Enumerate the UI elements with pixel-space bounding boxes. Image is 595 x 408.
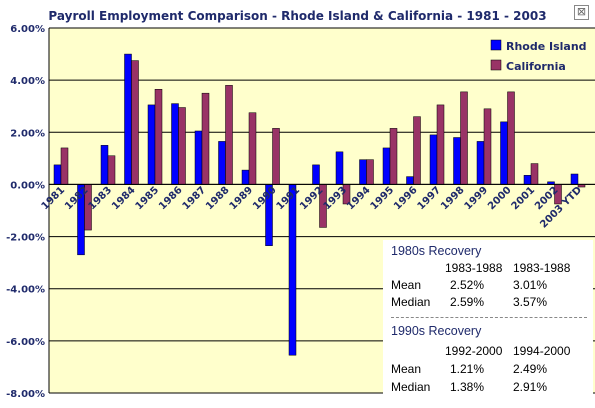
legend-swatch [490, 39, 502, 51]
stats-90s-row-label: Mean [391, 362, 422, 376]
bar-california-1983 [107, 155, 116, 185]
bar-rhode-island-1995 [382, 147, 391, 185]
legend-label: California [506, 60, 566, 73]
bar-rhode-island-1988 [218, 141, 226, 185]
bar-rhode-island-1986 [171, 103, 179, 185]
stats-80s-row-label: Mean [391, 278, 422, 292]
y-tick-label: -8.00% [6, 389, 45, 400]
bar-rhode-island-1983 [100, 145, 109, 185]
bar-rhode-island-2000 [500, 121, 508, 185]
bar-california-1997 [436, 104, 445, 185]
bar-california-1985 [154, 89, 163, 185]
bar-rhode-island-2003-YTD [570, 173, 579, 185]
bar-california-1998 [460, 91, 468, 185]
stats-80s-col2-header: 1983-1988 [513, 261, 571, 275]
stats-90s-row-label: Median [391, 380, 431, 394]
bar-rhode-island-1985 [147, 104, 156, 185]
stats-80s-value: 2.59% [450, 295, 485, 309]
bar-california-1994 [366, 159, 374, 185]
stats-80s-row-label: Median [391, 295, 431, 309]
stats-90s-value: 2.91% [513, 380, 548, 394]
y-tick-label: -4.00% [6, 285, 45, 296]
chart-title: Payroll Employment Comparison - Rhode Is… [48, 9, 547, 23]
stats-90s-value: 2.49% [513, 362, 548, 376]
stats-80s-value: 3.01% [513, 278, 548, 292]
stats-80s-title: 1980s Recovery [391, 244, 482, 258]
y-tick-label: -6.00% [6, 337, 45, 348]
stats-90s-col2-header: 1994-2000 [513, 344, 571, 358]
y-tick-label: -2.00% [6, 233, 45, 244]
bar-rhode-island-1984 [124, 53, 132, 185]
y-tick-label: 6.00% [10, 24, 45, 35]
bar-california-1987 [201, 92, 210, 185]
bar-rhode-island-1993 [335, 151, 344, 185]
bar-rhode-island-1996 [406, 176, 414, 185]
bar-rhode-island-1994 [359, 159, 367, 185]
legend-label: Rhode Island [506, 40, 587, 53]
bar-rhode-island-1997 [429, 134, 438, 185]
close-icon[interactable]: ⊠ [574, 5, 589, 20]
bar-california-1996 [413, 116, 421, 185]
recovery-stats-panel: 1980s Recovery 1983-1988 1983-1988 Mean … [383, 240, 593, 406]
bar-california-1988 [225, 85, 233, 185]
bar-california-1986 [178, 107, 186, 185]
bar-rhode-island-1992 [312, 164, 320, 185]
bar-rhode-island-1999 [476, 141, 485, 185]
bar-california-1984 [131, 60, 139, 185]
y-tick-label: 4.00% [10, 76, 45, 87]
stats-90s-col1-header: 1992-2000 [445, 344, 503, 358]
y-tick-label: 2.00% [10, 128, 45, 139]
stats-divider [391, 317, 587, 318]
bars [53, 53, 586, 356]
y-tick-label: 0.00% [10, 180, 45, 191]
bar-rhode-island-1998 [453, 137, 461, 185]
bar-rhode-island-2001 [523, 175, 532, 185]
bar-california-2001 [530, 163, 539, 185]
legend: Rhode Island California [490, 39, 587, 73]
bar-rhode-island-1991 [288, 184, 297, 356]
legend-swatch [490, 59, 502, 71]
bar-california-1995 [389, 128, 398, 185]
stats-80s-value: 3.57% [513, 295, 548, 309]
bar-california-1990 [272, 128, 280, 185]
bar-rhode-island-1987 [194, 130, 203, 185]
stats-80s-col1-header: 1983-1988 [445, 261, 503, 275]
bar-rhode-island-1989 [241, 169, 250, 185]
stats-90s-value: 1.38% [450, 380, 485, 394]
bar-california-2000 [507, 91, 515, 185]
bar-california-1989 [248, 112, 257, 185]
bar-california-1999 [483, 108, 492, 185]
bar-rhode-island-1981 [53, 164, 62, 185]
stats-90s-value: 1.21% [450, 362, 485, 376]
stats-80s-value: 2.52% [450, 278, 485, 292]
bar-california-1981 [60, 147, 69, 185]
stats-90s-title: 1990s Recovery [391, 324, 482, 338]
